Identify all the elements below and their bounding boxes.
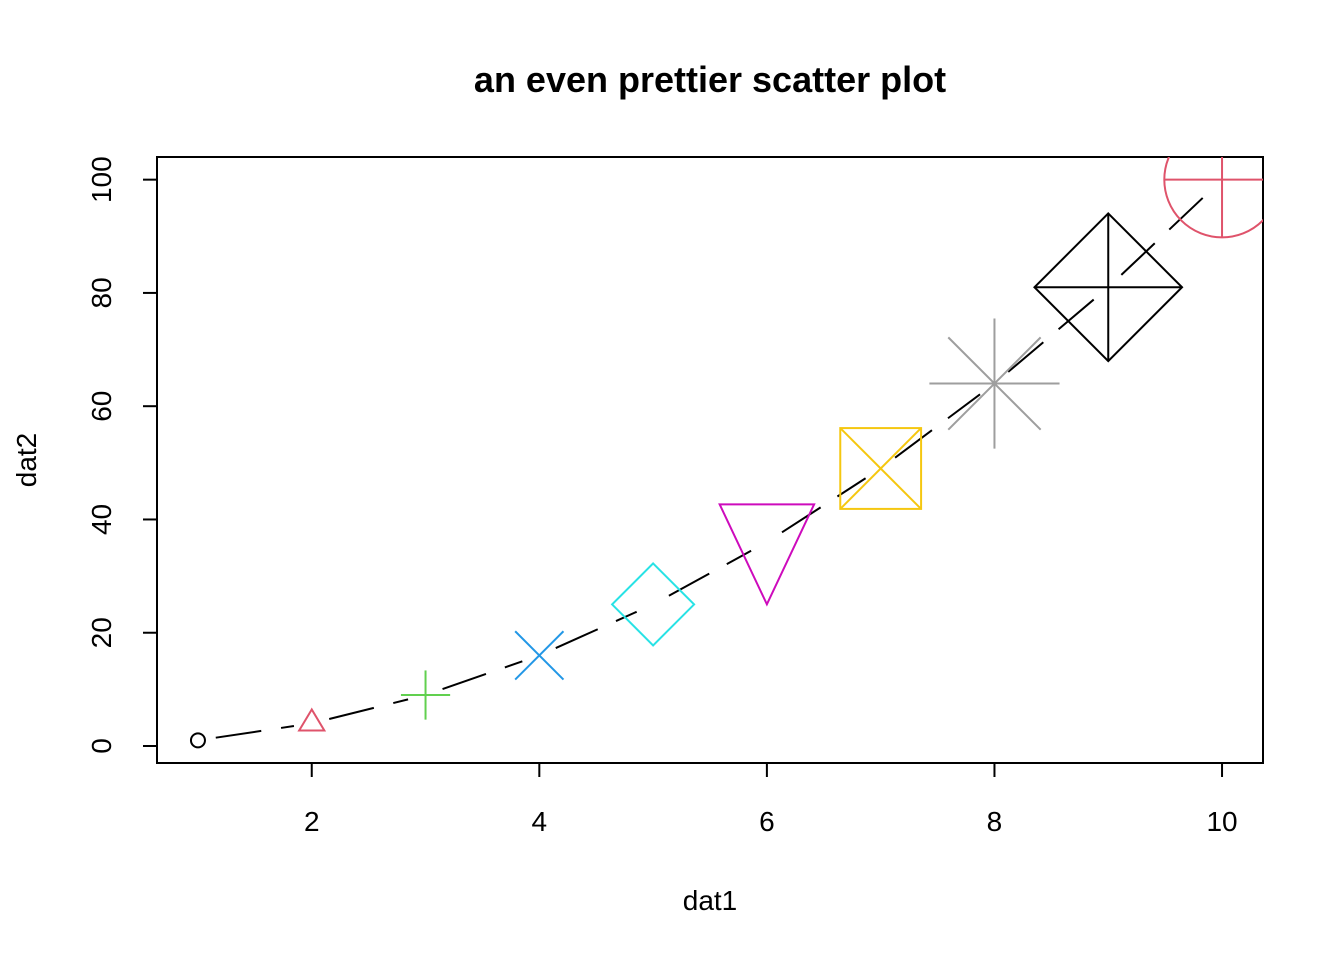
point-5-diamond — [610, 562, 696, 647]
x-tick-label-10: 10 — [1206, 806, 1237, 837]
line-segment-2 — [328, 698, 409, 720]
connecting-line — [215, 191, 1210, 739]
line-segment-1 — [215, 725, 295, 739]
markers — [189, 157, 1263, 749]
line-segment-3 — [442, 660, 523, 691]
point-2-triangle-up — [297, 707, 327, 732]
y-tick-label-60: 60 — [86, 391, 117, 422]
point-10-circle-plus — [1163, 157, 1263, 239]
x-axis-label: dat1 — [683, 885, 738, 916]
point-4-x — [514, 630, 565, 681]
y-tick-label-20: 20 — [86, 617, 117, 648]
line-segment-4 — [555, 610, 638, 649]
x-tick-label-4: 4 — [532, 806, 548, 837]
y-tick-label-0: 0 — [86, 738, 117, 754]
y-axis: 0 20 40 60 80 100 — [86, 156, 157, 754]
y-tick-label-100: 100 — [86, 156, 117, 203]
x-tick-label-6: 6 — [759, 806, 775, 837]
chart-title: an even prettier scatter plot — [474, 59, 946, 100]
point-1-circle — [189, 732, 206, 749]
y-tick-label-80: 80 — [86, 277, 117, 308]
y-tick-label-40: 40 — [86, 504, 117, 535]
x-tick-label-2: 2 — [304, 806, 320, 837]
line-segment-9 — [1120, 191, 1210, 276]
line-segment-6 — [781, 477, 867, 534]
line-segment-8 — [1007, 298, 1096, 373]
point-3-plus — [400, 670, 451, 720]
point-9-diamond-plus — [1033, 212, 1184, 363]
line-segment-7 — [894, 393, 981, 459]
x-tick-label-8: 8 — [987, 806, 1003, 837]
y-axis-label: dat2 — [11, 433, 42, 488]
point-6-triangle-down — [718, 503, 816, 607]
x-axis: 2 4 6 8 10 — [304, 763, 1238, 837]
plot-frame — [156, 156, 1264, 764]
point-8-asterisk — [929, 318, 1060, 449]
point-7-square-x — [839, 427, 923, 510]
line-segment-5 — [668, 549, 752, 597]
